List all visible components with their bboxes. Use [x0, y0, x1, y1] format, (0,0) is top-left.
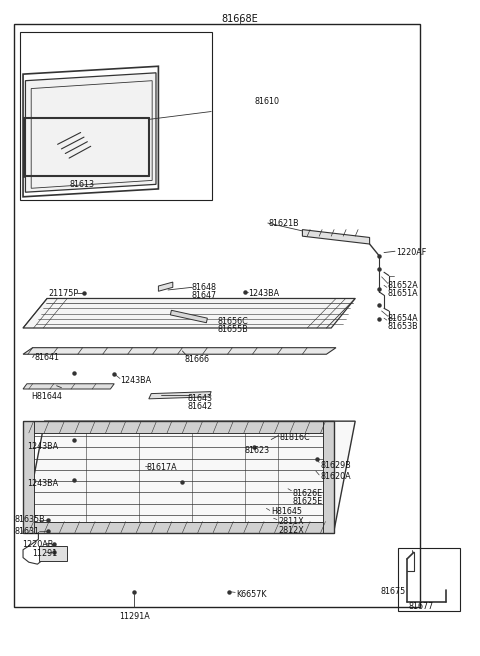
Polygon shape [23, 421, 34, 533]
Text: 2811X: 2811X [278, 517, 304, 526]
Text: 81656C: 81656C [217, 317, 248, 326]
Polygon shape [39, 546, 67, 561]
Text: 81651A: 81651A [388, 289, 419, 298]
Text: 81641: 81641 [35, 353, 60, 362]
Text: 11291: 11291 [33, 548, 58, 558]
Text: 81655B: 81655B [217, 325, 248, 335]
Polygon shape [23, 522, 334, 533]
Polygon shape [149, 392, 211, 399]
Polygon shape [23, 384, 114, 389]
Text: 21175P: 21175P [48, 289, 78, 298]
Text: 81635B: 81635B [14, 515, 45, 524]
Text: 81666: 81666 [185, 355, 210, 364]
Text: 1243BA: 1243BA [120, 376, 151, 385]
Text: 81653B: 81653B [388, 322, 419, 331]
Text: H81644: H81644 [31, 392, 62, 401]
Text: 81617A: 81617A [146, 463, 177, 472]
Text: 81613: 81613 [70, 180, 95, 190]
Text: 1243BA: 1243BA [27, 441, 59, 451]
Polygon shape [23, 298, 355, 328]
Text: 81652A: 81652A [388, 281, 419, 290]
Polygon shape [25, 73, 156, 192]
Text: 2812X: 2812X [278, 525, 304, 535]
Text: 81623: 81623 [244, 446, 269, 455]
Polygon shape [158, 282, 173, 291]
Text: K6657K: K6657K [236, 590, 267, 600]
Text: 81675: 81675 [381, 587, 406, 596]
Polygon shape [323, 421, 334, 533]
Polygon shape [23, 421, 355, 533]
Text: 81643: 81643 [187, 394, 212, 403]
Polygon shape [23, 421, 334, 433]
Polygon shape [23, 348, 336, 354]
Text: 81620A: 81620A [321, 472, 351, 482]
Text: 1220AB: 1220AB [22, 540, 53, 549]
Text: 81610: 81610 [254, 97, 279, 106]
Text: 1243BA: 1243BA [27, 479, 59, 488]
Text: 1220AF: 1220AF [396, 248, 426, 257]
Text: 11291A: 11291A [119, 612, 150, 621]
Text: 81816C: 81816C [279, 433, 310, 442]
Text: H81645: H81645 [271, 507, 302, 516]
Text: 81629B: 81629B [321, 461, 351, 470]
Text: 81654A: 81654A [388, 314, 419, 323]
Text: 1243BA: 1243BA [249, 289, 280, 298]
Polygon shape [302, 230, 370, 244]
Text: 81631: 81631 [14, 527, 39, 536]
Text: 81626E: 81626E [293, 489, 323, 498]
Text: 81677: 81677 [409, 602, 434, 611]
Text: 81668E: 81668E [222, 14, 258, 24]
Text: 81647: 81647 [192, 291, 217, 300]
Polygon shape [170, 310, 207, 323]
Text: 81648: 81648 [192, 283, 217, 292]
Text: 81642: 81642 [187, 402, 212, 411]
Text: 81621B: 81621B [269, 218, 300, 228]
Text: 81625E: 81625E [293, 497, 323, 506]
